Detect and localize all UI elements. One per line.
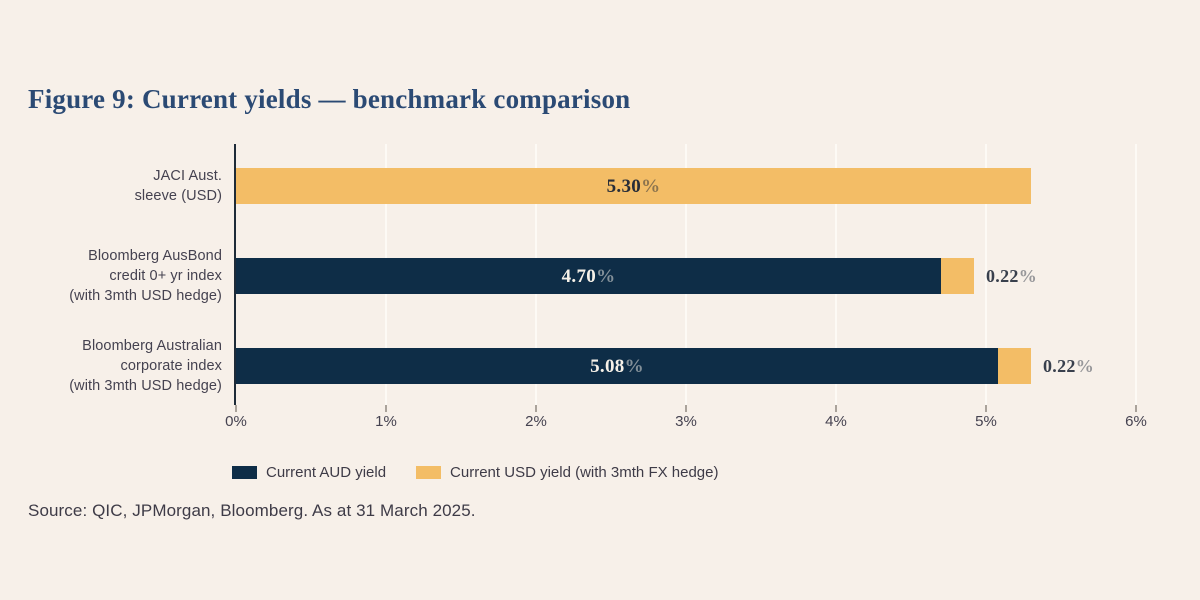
x-tick-label: 2%: [525, 413, 547, 430]
percent-sign: %: [1075, 356, 1095, 376]
category-label-line: credit 0+ yr index: [109, 268, 222, 284]
x-axis-tick: [985, 405, 987, 412]
bar-value-label: 5.08%: [590, 356, 644, 377]
gridline: [985, 144, 987, 405]
legend-swatch-usd: [416, 465, 442, 479]
bar-value-label: 5.30%: [606, 176, 661, 197]
bar-value-label-outside: 0.22%: [1043, 356, 1095, 376]
legend-item-usd: Current USD yield (with 3mth FX hedge): [416, 464, 718, 481]
x-axis-tick: [535, 405, 537, 412]
category-label-line: Bloomberg Australian: [82, 338, 222, 354]
bar-value-label-outside: 0.22%: [986, 266, 1038, 286]
x-tick-label: 5%: [975, 413, 997, 430]
x-axis-tick: [835, 405, 837, 412]
source-note: Source: QIC, JPMorgan, Bloomberg. As at …: [28, 501, 476, 520]
x-axis-tick: [235, 405, 237, 412]
x-tick-label: 4%: [825, 413, 847, 430]
percent-sign: %: [624, 356, 644, 377]
x-tick-label: 0%: [225, 413, 247, 430]
bar-value-label: 4.70%: [561, 266, 616, 287]
x-tick-label: 1%: [375, 413, 397, 430]
x-axis-tick: [385, 405, 387, 412]
x-axis-tick: [685, 405, 687, 412]
category-label: JACI Aust. sleeve (USD): [0, 166, 222, 206]
y-axis-line: [234, 144, 236, 405]
bar-segment-usd: [941, 258, 974, 294]
x-tick-label: 6%: [1125, 413, 1147, 430]
percent-sign: %: [596, 266, 616, 287]
legend-label-usd: Current USD yield (with 3mth FX hedge): [450, 463, 719, 481]
category-label-line: sleeve (USD): [134, 188, 222, 204]
percent-sign: %: [641, 176, 661, 197]
x-tick-label: 3%: [675, 413, 697, 430]
legend-swatch-aud: [232, 465, 257, 479]
legend-item-aud: Current AUD yield: [232, 464, 386, 481]
category-label: Bloomberg AusBond credit 0+ yr index (with…: [0, 246, 222, 306]
percent-sign: %: [1018, 266, 1038, 286]
gridline: [1135, 144, 1137, 405]
legend-label-aud: Current AUD yield: [266, 463, 387, 481]
bar-segment-usd: [998, 348, 1031, 384]
chart-legend: Current AUD yield Current USD yield (wit…: [232, 461, 718, 483]
category-label: Bloomberg Australian corporate index (with…: [0, 336, 222, 396]
category-label-line: (with 3mth USD hedge): [69, 378, 222, 394]
category-label-line: (with 3mth USD hedge): [69, 288, 222, 304]
category-label-line: corporate index: [120, 358, 222, 374]
bar-segment-usd: [236, 168, 1031, 204]
category-label-line: Bloomberg AusBond: [88, 248, 222, 264]
bar-segment-aud: [236, 348, 998, 384]
category-label-line: JACI Aust.: [153, 168, 222, 184]
x-axis-tick: [1135, 405, 1137, 412]
bar-segment-aud: [236, 258, 941, 294]
figure-title: Figure 9: Current yields — benchmark com…: [28, 84, 631, 114]
